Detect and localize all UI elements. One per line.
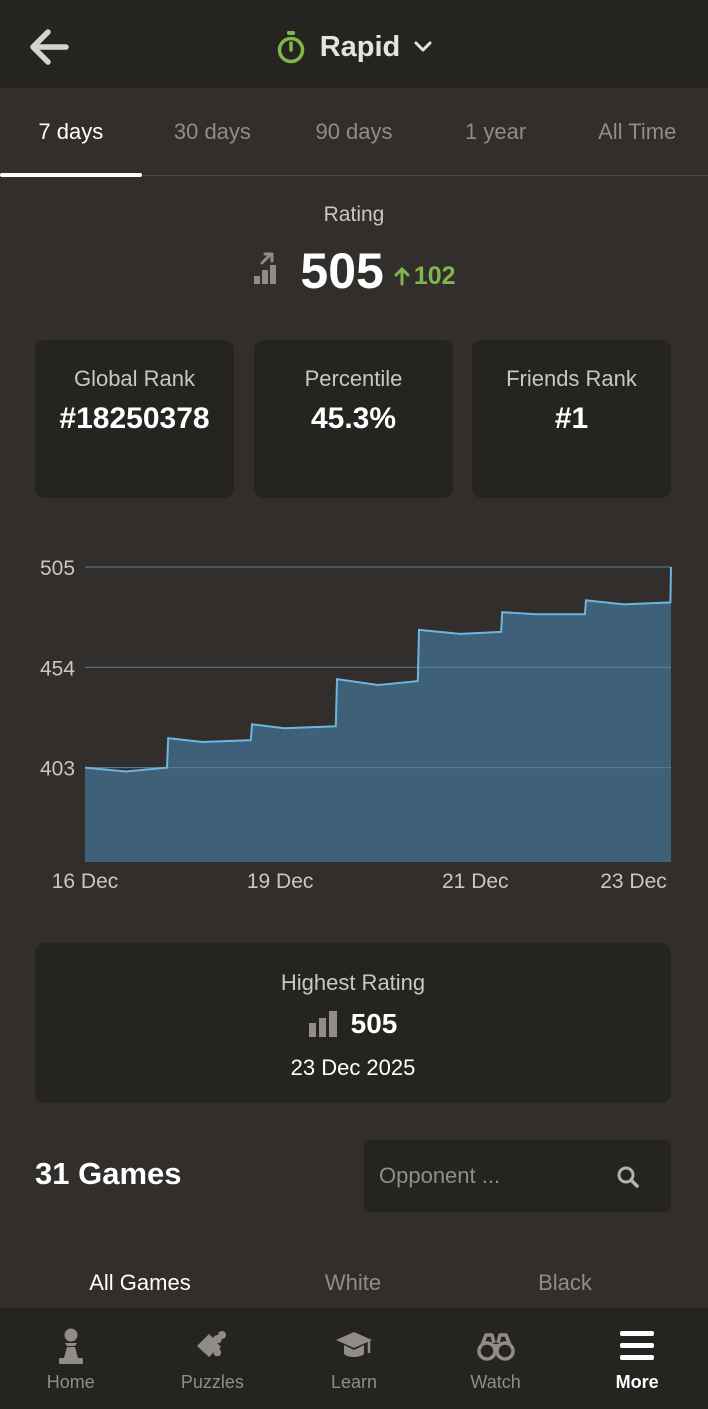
rating-change: 102 bbox=[394, 262, 456, 291]
nav-watch[interactable]: Watch bbox=[425, 1308, 567, 1409]
binoculars-icon bbox=[476, 1333, 515, 1361]
nav-label: Home bbox=[46, 1372, 95, 1392]
opponent-search-input[interactable] bbox=[379, 1140, 609, 1212]
tab-7-days[interactable]: 7 days bbox=[0, 88, 142, 177]
tab-label: 90 days bbox=[315, 119, 393, 144]
x-tick-label: 21 Dec bbox=[442, 870, 509, 893]
nav-learn[interactable]: Learn bbox=[283, 1308, 425, 1409]
top-bar: Rapid bbox=[0, 0, 708, 88]
rating-change-value: 102 bbox=[413, 261, 456, 290]
x-tick-label: 16 Dec bbox=[52, 870, 119, 893]
card-label: Percentile bbox=[304, 366, 403, 391]
percentile-card: Percentile 45.3% bbox=[254, 340, 453, 498]
stopwatch-icon bbox=[277, 31, 304, 64]
game-mode-selector[interactable]: Rapid bbox=[0, 22, 708, 72]
tab-all-time[interactable]: All Time bbox=[566, 88, 708, 176]
nav-puzzles[interactable]: Puzzles bbox=[142, 1308, 284, 1409]
rating-chart: 505 454 403 16 Dec 19 Dec 21 Dec 23 Dec bbox=[0, 540, 708, 910]
highest-rating-label: Highest Rating bbox=[280, 970, 426, 995]
y-tick-label: 505 bbox=[40, 557, 75, 580]
nav-home[interactable]: Home bbox=[0, 1308, 142, 1409]
nav-more[interactable]: More bbox=[566, 1308, 708, 1409]
card-value: #1 bbox=[554, 402, 589, 435]
highest-rating-date: 23 Dec 2025 bbox=[290, 1055, 416, 1080]
tab-label: 30 days bbox=[173, 119, 251, 144]
friends-rank-card: Friends Rank #1 bbox=[472, 340, 671, 498]
tab-1-year[interactable]: 1 year bbox=[425, 88, 567, 176]
y-tick-label: 403 bbox=[40, 758, 75, 781]
games-count: 31 Games bbox=[35, 1156, 182, 1191]
nav-label: Watch bbox=[470, 1372, 521, 1392]
tab-90-days[interactable]: 90 days bbox=[283, 88, 425, 176]
filter-black[interactable]: Black bbox=[538, 1270, 592, 1295]
rating-label: Rating bbox=[323, 203, 385, 226]
card-label: Friends Rank bbox=[506, 366, 637, 391]
filter-all-games[interactable]: All Games bbox=[89, 1270, 191, 1295]
nav-label: Learn bbox=[330, 1372, 377, 1392]
global-rank-card: Global Rank #18250378 bbox=[35, 340, 234, 498]
chevron-down-icon bbox=[414, 41, 432, 52]
bottom-navigation: Home Puzzles Learn W bbox=[0, 1308, 708, 1409]
puzzle-icon bbox=[197, 1331, 227, 1357]
search-icon[interactable] bbox=[616, 1165, 640, 1189]
card-value: #18250378 bbox=[59, 402, 210, 435]
y-tick-label: 454 bbox=[40, 657, 75, 680]
highest-rating-card: Highest Rating 505 23 Dec 2025 bbox=[35, 943, 671, 1103]
menu-icon bbox=[620, 1331, 655, 1360]
bar-chart-icon bbox=[308, 1011, 337, 1037]
highest-rating-value-row: 505 bbox=[35, 1007, 671, 1041]
page-title: Rapid bbox=[319, 30, 401, 63]
rating-chart-svg: 505 454 403 16 Dec 19 Dec 21 Dec 23 Dec bbox=[40, 557, 672, 893]
rating-value: 505 bbox=[300, 243, 384, 299]
rating-summary: 505 102 bbox=[0, 238, 708, 304]
filter-white[interactable]: White bbox=[324, 1270, 382, 1295]
nav-label: Puzzles bbox=[180, 1372, 244, 1392]
x-tick-label: 23 Dec bbox=[600, 870, 667, 893]
highest-rating-value: 505 bbox=[350, 1008, 398, 1039]
arrow-up-icon bbox=[394, 267, 410, 286]
rating-chart-icon bbox=[254, 252, 277, 284]
back-button[interactable] bbox=[28, 26, 72, 70]
tab-30-days[interactable]: 30 days bbox=[142, 88, 284, 176]
tab-label: 7 days bbox=[38, 119, 104, 144]
arrow-left-icon bbox=[30, 29, 69, 65]
pawn-icon bbox=[58, 1328, 83, 1364]
time-range-tabs: 7 days 30 days 90 days 1 year All Time bbox=[0, 88, 708, 177]
chart-series-line bbox=[84, 566, 672, 773]
card-value: 45.3% bbox=[310, 402, 397, 435]
chart-area bbox=[85, 567, 671, 862]
card-label: Global Rank bbox=[73, 366, 196, 391]
tab-label: All Time bbox=[598, 119, 677, 144]
tab-label: 1 year bbox=[465, 119, 527, 144]
graduation-cap-icon bbox=[335, 1332, 372, 1357]
nav-label: More bbox=[615, 1372, 659, 1392]
x-tick-label: 19 Dec bbox=[247, 870, 314, 893]
